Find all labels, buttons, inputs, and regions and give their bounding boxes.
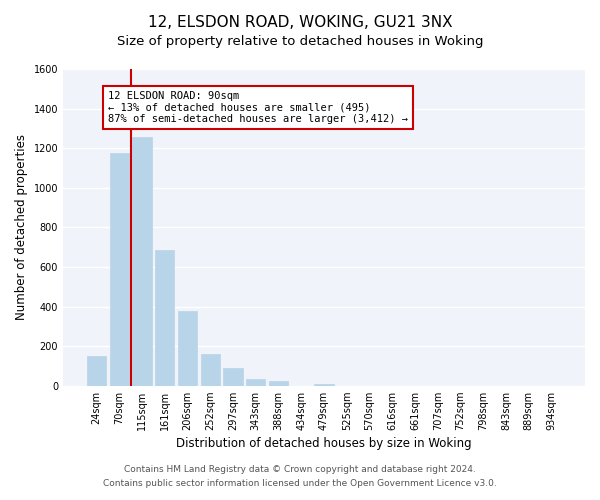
Bar — [246, 379, 265, 386]
X-axis label: Distribution of detached houses by size in Woking: Distribution of detached houses by size … — [176, 437, 472, 450]
Text: Size of property relative to detached houses in Woking: Size of property relative to detached ho… — [117, 35, 483, 48]
Bar — [269, 382, 288, 386]
Bar — [314, 384, 334, 386]
Text: 12 ELSDON ROAD: 90sqm
← 13% of detached houses are smaller (495)
87% of semi-det: 12 ELSDON ROAD: 90sqm ← 13% of detached … — [108, 91, 408, 124]
Bar — [178, 312, 197, 386]
Text: 12, ELSDON ROAD, WOKING, GU21 3NX: 12, ELSDON ROAD, WOKING, GU21 3NX — [148, 15, 452, 30]
Bar — [87, 356, 106, 386]
Bar — [223, 368, 242, 386]
Bar — [110, 153, 129, 386]
Y-axis label: Number of detached properties: Number of detached properties — [15, 134, 28, 320]
Bar — [155, 250, 175, 386]
Bar — [200, 354, 220, 386]
Bar — [132, 138, 152, 386]
Text: Contains HM Land Registry data © Crown copyright and database right 2024.
Contai: Contains HM Land Registry data © Crown c… — [103, 466, 497, 487]
